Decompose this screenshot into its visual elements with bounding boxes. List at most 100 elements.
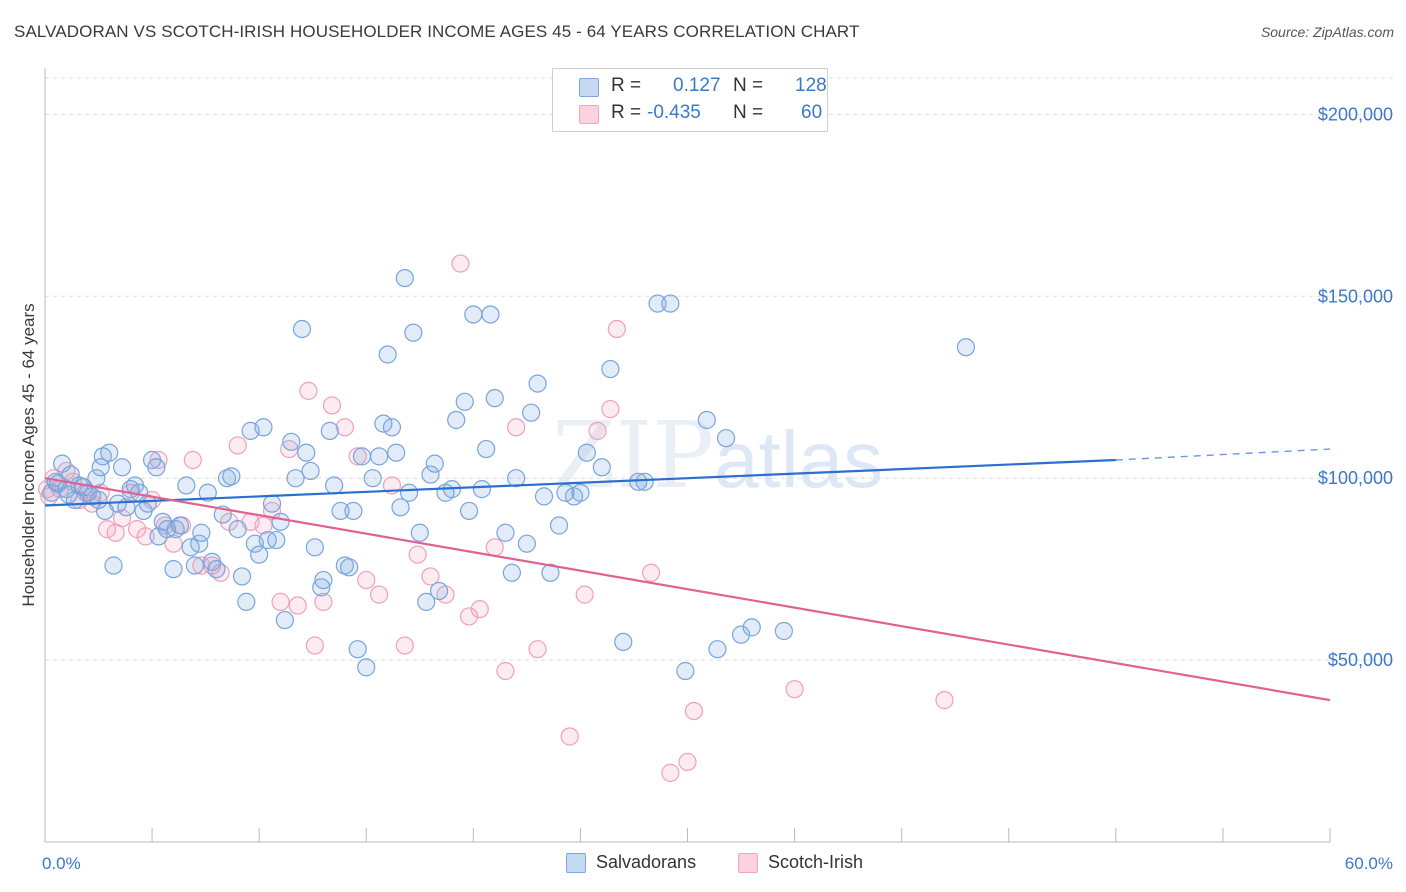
salvadoran-point xyxy=(185,556,205,575)
salvadoran-point xyxy=(228,520,247,539)
salvadoran-point xyxy=(352,447,372,466)
salvadoran-point xyxy=(472,480,491,499)
salvadoran-point xyxy=(425,454,444,473)
scotch-irish-point xyxy=(588,421,607,440)
salvadoran-point xyxy=(399,483,419,502)
bottom-legend-swatch-pink xyxy=(738,853,758,873)
y-tick-label: $200,000 xyxy=(1318,104,1393,124)
salvadoran-point xyxy=(502,563,521,582)
salvadoran-trend-extension xyxy=(1115,448,1331,461)
salvadoran-point xyxy=(629,472,648,491)
salvadoran-point xyxy=(207,560,226,579)
salvadoran-point xyxy=(147,458,166,477)
scotch-irish-point xyxy=(421,567,440,586)
salvadoran-point xyxy=(177,476,196,495)
salvadoran-point xyxy=(237,592,256,611)
salvadoran-point xyxy=(357,658,376,677)
legend-swatch-pink xyxy=(579,105,599,124)
salvadoran-point xyxy=(91,458,110,477)
salvadoran-point xyxy=(528,374,547,393)
scotch-irish-point xyxy=(335,418,354,437)
chart-title: SALVADORAN VS SCOTCH-IRISH HOUSEHOLDER I… xyxy=(14,22,860,41)
salvadoran-point xyxy=(464,305,483,324)
salvadoran-point xyxy=(485,389,504,408)
salvadoran-point xyxy=(421,465,440,484)
salvadoran-trend-line xyxy=(44,458,1116,507)
salvadoran-point xyxy=(507,469,526,488)
axes xyxy=(44,68,1331,843)
scotch-irish-point xyxy=(485,538,504,557)
salvadoran-point xyxy=(89,490,108,510)
salvadoran-point xyxy=(271,512,290,531)
salvadoran-point xyxy=(344,501,363,521)
scotch-irish-point xyxy=(785,680,804,699)
salvadoran-point xyxy=(382,418,402,437)
watermark-atlas: atlas xyxy=(714,415,884,504)
salvadoran-point xyxy=(541,563,560,582)
salvadoran-point xyxy=(410,523,429,542)
bottom-legend-label: Salvadorans xyxy=(596,852,697,872)
salvadoran-point xyxy=(447,410,466,430)
legend-n-value: 60 xyxy=(801,102,823,123)
salvadoran-point xyxy=(404,323,423,342)
scotch-irish-point xyxy=(271,592,290,611)
salvadoran-point xyxy=(496,523,515,542)
bottom-legend-swatch-blue xyxy=(566,853,586,873)
x-tick-label: 0.0% xyxy=(42,854,81,873)
trend-lines xyxy=(44,448,1331,702)
scotch-irish-point xyxy=(183,450,202,470)
legend-r-label: R = xyxy=(611,102,642,123)
tick-labels: $50,000 $100,000 $150,000 $200,000 0.0% 60.0% xyxy=(42,104,1393,873)
scotch-irish-point xyxy=(451,254,470,273)
y-tick-label: $150,000 xyxy=(1318,286,1393,306)
scotch-irish-point xyxy=(601,399,620,419)
salvadoran-point xyxy=(262,494,282,513)
scotch-irish-point xyxy=(607,319,626,339)
salvadoran-point xyxy=(325,476,344,495)
scotch-irish-point xyxy=(112,509,132,528)
salvadoran-point xyxy=(614,632,633,652)
scotch-irish-point xyxy=(661,763,680,782)
legend-n-label: N = xyxy=(733,75,764,96)
salvadoran-point xyxy=(716,429,736,448)
salvadoran-point xyxy=(378,345,397,364)
salvadoran-point xyxy=(297,443,316,462)
scotch-irish-point xyxy=(348,447,367,466)
salvadoran-point xyxy=(314,570,333,590)
salvadoran-point xyxy=(348,640,367,659)
scotch-irish-point xyxy=(149,450,168,470)
salvadoran-point xyxy=(100,443,119,462)
salvadoran-point xyxy=(286,469,305,488)
y-axis-label: Householder Income Ages 45 - 64 years xyxy=(19,303,38,606)
salvadoran-point xyxy=(661,294,680,313)
salvadoran-point xyxy=(697,410,716,430)
salvadoran-point xyxy=(192,523,211,542)
scotch-irish-point xyxy=(575,585,594,604)
scotch-irish-point xyxy=(299,381,318,400)
salvadoran-point xyxy=(676,661,695,681)
salvadoran-point xyxy=(254,418,273,437)
salvadoran-point xyxy=(104,556,123,575)
scotch-irish-point xyxy=(935,691,954,710)
salvadoran-point xyxy=(517,534,536,553)
scotch-irish-point xyxy=(192,556,211,575)
salvadoran-point xyxy=(534,487,554,506)
scotch-irish-point xyxy=(528,640,547,659)
salvadoran-point xyxy=(275,610,294,630)
salvadoran-point xyxy=(250,545,269,564)
salvadoran-point xyxy=(391,498,410,517)
salvadoran-point xyxy=(282,432,301,451)
salvadoran-point xyxy=(320,421,339,440)
salvadoran-point xyxy=(164,560,183,579)
salvadoran-point xyxy=(312,578,331,597)
salvadoran-point xyxy=(331,501,350,521)
salvadoran-point xyxy=(429,581,449,601)
salvadoran-point xyxy=(481,305,500,324)
scotch-irish-point xyxy=(408,545,427,564)
scotch-irish-point xyxy=(459,607,479,626)
scotch-irish-point xyxy=(496,661,515,681)
scotch-irish-point xyxy=(357,570,376,590)
salvadoran-point xyxy=(222,467,241,486)
y-tick-label: $50,000 xyxy=(1328,650,1393,670)
